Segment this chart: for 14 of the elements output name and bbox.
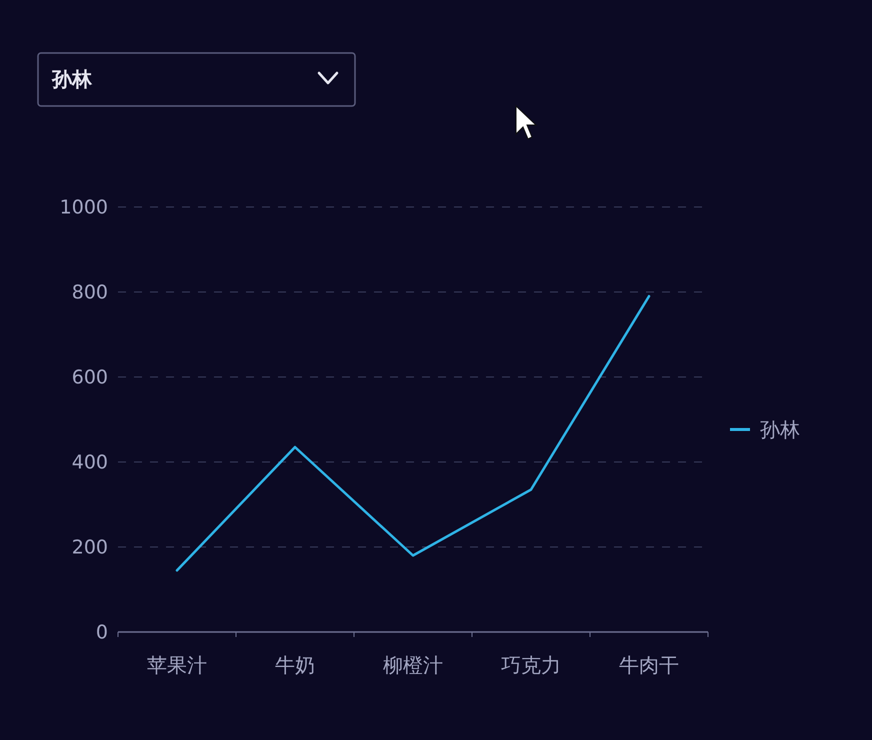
x-tick-label: 柳橙汁: [383, 653, 443, 677]
y-tick-label: 1000: [60, 196, 108, 219]
y-tick-label: 400: [72, 452, 108, 474]
y-tick-label: 200: [72, 536, 108, 559]
y-tick-label: 600: [72, 366, 108, 389]
x-tick-label: 牛奶: [275, 653, 315, 677]
y-tick-label: 800: [72, 282, 108, 304]
x-tick-label: 牛肉干: [619, 653, 679, 677]
line-series: [176, 295, 650, 572]
x-tick-label: 巧克力: [501, 653, 561, 677]
text: 孙林: [51, 67, 93, 91]
x-tick-label: 苹果汁: [147, 653, 207, 677]
legend-label: 孙林: [760, 418, 800, 442]
y-tick-label: 0: [96, 622, 108, 644]
